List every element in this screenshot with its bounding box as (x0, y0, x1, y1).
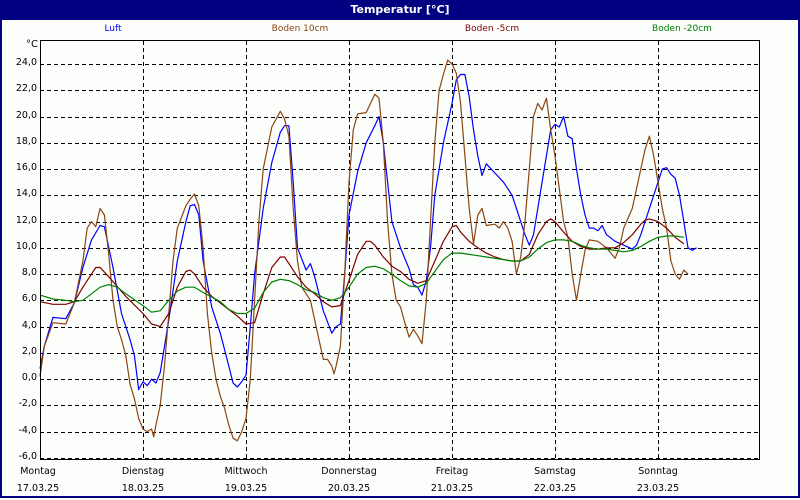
x-axis-day-label: Dienstag 18.03.25 (122, 463, 164, 497)
y-tick-label: 12,0 (15, 215, 37, 226)
y-tick-label: 20,0 (15, 110, 37, 121)
day-date: 19.03.25 (224, 483, 268, 494)
day-name: Montag (20, 466, 56, 477)
y-axis-unit: °C (26, 39, 38, 50)
x-axis-day-label: Samstag 22.03.25 (534, 463, 576, 497)
y-tick-label: 22,0 (15, 83, 37, 94)
x-axis-day-label: Mittwoch 19.03.25 (224, 463, 267, 497)
day-date: 17.03.25 (16, 483, 60, 494)
y-tick-label: 10,0 (15, 241, 37, 252)
day-name: Donnerstag (321, 466, 377, 477)
chart-series-lines (39, 59, 697, 442)
y-tick-label: 18,0 (15, 136, 37, 147)
day-date: 20.03.25 (327, 483, 371, 494)
series-line-boden-20cm (39, 235, 684, 315)
x-axis-day-label: Montag 17.03.25 (17, 463, 59, 497)
legend-item: Boden -5cm (464, 24, 520, 34)
y-tick-label: -4,0 (18, 425, 37, 436)
legend-item: Luft (104, 24, 122, 34)
day-name: Dienstag (121, 466, 165, 477)
day-name: Samstag (534, 466, 576, 477)
x-axis-day-label: Freitag 21.03.25 (431, 463, 473, 497)
y-tick-label: -6,0 (18, 451, 37, 462)
plot-border (40, 40, 760, 460)
series-line-luft (39, 73, 697, 391)
day-date: 21.03.25 (430, 483, 474, 494)
y-tick-label: 2,0 (21, 346, 37, 357)
legend-item: Boden -20cm (652, 24, 712, 34)
day-name: Freitag (435, 466, 469, 477)
y-tick-label: 16,0 (15, 162, 37, 173)
y-tick-label: 6,0 (21, 293, 37, 304)
y-tick-label: 24,0 (15, 57, 37, 68)
y-tick-label: 0,0 (21, 372, 37, 383)
day-date: 23.03.25 (636, 483, 680, 494)
series-line-boden-5cm (39, 218, 685, 328)
y-tick-label: -2,0 (18, 398, 37, 409)
y-tick-label: 14,0 (15, 188, 37, 199)
day-name: Sonntag (638, 466, 678, 477)
y-tick-label: 4,0 (21, 320, 37, 331)
x-axis-day-label: Donnerstag 20.03.25 (321, 463, 376, 497)
day-date: 18.03.25 (121, 483, 165, 494)
day-name: Mittwoch (224, 466, 268, 477)
chart-grid (40, 41, 760, 460)
window-title: Temperatur [°C] (0, 0, 800, 20)
x-axis-day-label: Sonntag 23.03.25 (637, 463, 679, 497)
legend-item: Boden 10cm (271, 24, 329, 34)
y-tick-label: 8,0 (21, 267, 37, 278)
day-date: 22.03.25 (533, 483, 577, 494)
